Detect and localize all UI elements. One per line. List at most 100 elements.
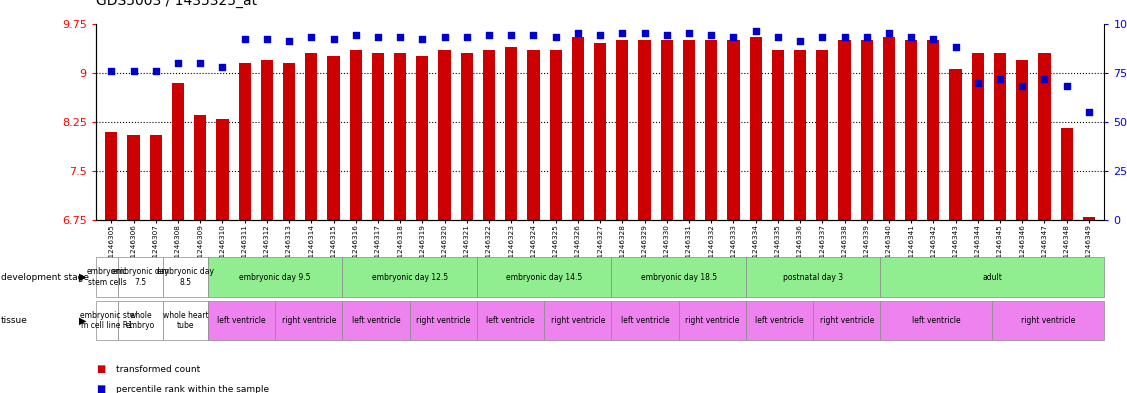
Bar: [882, 37, 895, 220]
Point: [103, 68, 121, 74]
Bar: [795, 50, 806, 220]
Bar: [971, 53, 984, 220]
Point: [924, 36, 942, 42]
Bar: [394, 53, 406, 220]
Point: [814, 34, 832, 40]
Bar: [1061, 129, 1073, 220]
Point: [369, 34, 387, 40]
Point: [192, 60, 210, 66]
Bar: [949, 70, 961, 220]
Point: [147, 68, 165, 74]
Bar: [727, 40, 739, 220]
Bar: [216, 119, 229, 220]
Bar: [150, 135, 162, 220]
Bar: [527, 50, 540, 220]
Point: [1080, 109, 1098, 115]
Bar: [772, 50, 784, 220]
Bar: [260, 60, 273, 220]
Bar: [372, 53, 384, 220]
Point: [213, 64, 231, 70]
Bar: [861, 40, 872, 220]
Bar: [571, 37, 584, 220]
Text: right ventricle: right ventricle: [685, 316, 739, 325]
Text: ■: ■: [96, 384, 105, 393]
Text: right ventricle: right ventricle: [282, 316, 336, 325]
Text: percentile rank within the sample: percentile rank within the sample: [116, 385, 269, 393]
Point: [613, 30, 631, 37]
Bar: [683, 40, 695, 220]
Point: [858, 34, 876, 40]
Text: transformed count: transformed count: [116, 365, 201, 374]
Text: embryonic day 14.5: embryonic day 14.5: [506, 273, 583, 281]
Text: right ventricle: right ventricle: [1021, 316, 1075, 325]
Bar: [550, 50, 561, 220]
Bar: [505, 46, 517, 220]
Point: [769, 34, 787, 40]
Point: [347, 32, 365, 39]
Bar: [172, 83, 184, 220]
Point: [169, 60, 187, 66]
Point: [1036, 75, 1054, 82]
Point: [1057, 83, 1075, 90]
Point: [880, 30, 898, 37]
Text: postnatal day 3: postnatal day 3: [783, 273, 843, 281]
Bar: [1038, 53, 1050, 220]
Point: [658, 32, 676, 39]
Bar: [416, 56, 428, 220]
Text: right ventricle: right ventricle: [550, 316, 605, 325]
Point: [281, 38, 299, 44]
Bar: [928, 40, 940, 220]
Bar: [239, 63, 251, 220]
Bar: [483, 50, 495, 220]
Point: [746, 28, 764, 35]
Bar: [328, 56, 339, 220]
Bar: [349, 50, 362, 220]
Bar: [105, 132, 117, 220]
Text: whole
embryo: whole embryo: [126, 310, 156, 330]
Bar: [283, 63, 295, 220]
Point: [480, 32, 498, 39]
Point: [591, 32, 609, 39]
Bar: [660, 40, 673, 220]
Point: [947, 44, 965, 50]
Text: left ventricle: left ventricle: [912, 316, 960, 325]
Point: [302, 34, 320, 40]
Point: [636, 30, 654, 37]
Point: [258, 36, 276, 42]
Text: ▶: ▶: [79, 272, 86, 282]
Point: [503, 32, 521, 39]
Bar: [594, 43, 606, 220]
Point: [391, 34, 409, 40]
Point: [725, 34, 743, 40]
Point: [414, 36, 432, 42]
Text: left ventricle: left ventricle: [218, 316, 266, 325]
Bar: [461, 53, 473, 220]
Point: [680, 30, 698, 37]
Bar: [639, 40, 650, 220]
Text: ■: ■: [96, 364, 105, 375]
Point: [791, 38, 809, 44]
Bar: [706, 40, 717, 220]
Point: [458, 34, 476, 40]
Text: embryonic day
8.5: embryonic day 8.5: [157, 267, 214, 287]
Text: GDS5003 / 1435325_at: GDS5003 / 1435325_at: [96, 0, 257, 8]
Bar: [438, 50, 451, 220]
Text: embryonic
stem cells: embryonic stem cells: [87, 267, 127, 287]
Bar: [194, 115, 206, 220]
Text: left ventricle: left ventricle: [621, 316, 669, 325]
Point: [547, 34, 565, 40]
Point: [524, 32, 542, 39]
Bar: [816, 50, 828, 220]
Text: development stage: development stage: [1, 273, 89, 281]
Point: [835, 34, 853, 40]
Bar: [1017, 60, 1028, 220]
Point: [325, 36, 343, 42]
Text: embryonic day 9.5: embryonic day 9.5: [239, 273, 311, 281]
Text: adult: adult: [983, 273, 1002, 281]
Text: right ventricle: right ventricle: [819, 316, 873, 325]
Bar: [1083, 217, 1095, 220]
Bar: [838, 40, 851, 220]
Text: ▶: ▶: [79, 315, 86, 325]
Text: left ventricle: left ventricle: [486, 316, 535, 325]
Text: embryonic day 18.5: embryonic day 18.5: [640, 273, 717, 281]
